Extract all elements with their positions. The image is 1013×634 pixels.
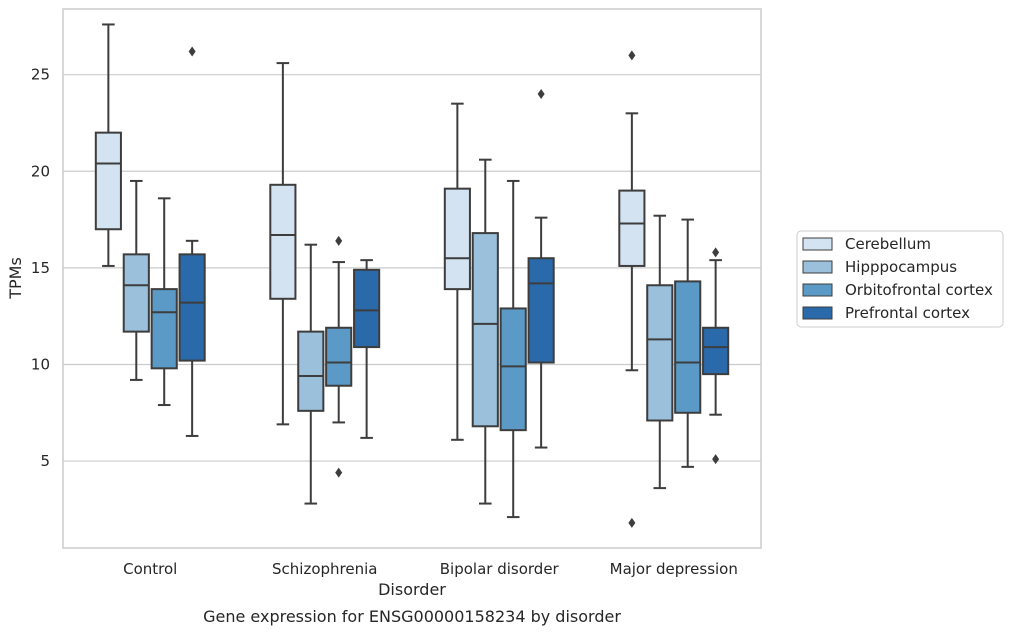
box-prefrontal-cortex	[178, 46, 206, 437]
y-tick-label: 15	[31, 259, 50, 277]
x-tick-label: Major depression	[610, 560, 738, 578]
outlier-point	[628, 517, 636, 528]
legend-label: Hipppocampus	[845, 258, 957, 276]
box-prefrontal-cortex	[527, 89, 555, 449]
y-tick-label: 25	[31, 66, 50, 84]
iqr-box	[150, 288, 178, 370]
x-tick-label: Schizophrenia	[272, 560, 377, 578]
x-tick-label: Bipolar disorder	[440, 560, 560, 578]
iqr-box	[122, 253, 150, 333]
iqr-box	[297, 330, 325, 412]
legend-frame	[796, 230, 1004, 328]
legend-swatch	[802, 237, 833, 251]
box-prefrontal-cortex	[702, 247, 730, 465]
y-tick-label: 10	[31, 355, 50, 373]
iqr-box	[674, 280, 702, 414]
box-prefrontal-cortex	[353, 259, 381, 439]
plot-area	[62, 8, 762, 549]
iqr-box	[499, 307, 527, 432]
x-tick-label: Control	[123, 560, 177, 578]
iqr-box	[325, 326, 353, 387]
iqr-box	[527, 257, 555, 364]
outlier-point	[628, 50, 636, 61]
legend-swatch	[802, 306, 833, 320]
iqr-box	[178, 253, 206, 362]
iqr-box	[443, 187, 471, 291]
y-axis-label: TPMs	[6, 257, 25, 300]
box-orbitofrontal-cortex	[150, 197, 178, 407]
iqr-box	[94, 131, 122, 231]
iqr-box	[702, 326, 730, 376]
box-hipppocampus	[646, 214, 674, 490]
box-cerebellum	[269, 62, 297, 426]
boxes-group	[94, 23, 730, 528]
box-hipppocampus	[297, 243, 325, 505]
iqr-box	[269, 183, 297, 300]
iqr-box	[646, 284, 674, 422]
outlier-point	[188, 46, 196, 57]
box-orbitofrontal-cortex	[325, 235, 353, 478]
box-cerebellum	[94, 23, 122, 267]
legend-label: Prefrontal cortex	[845, 304, 970, 322]
box-cerebellum	[618, 50, 646, 528]
outlier-point	[335, 467, 343, 478]
legend-label: Cerebellum	[845, 235, 931, 253]
box-hipppocampus	[471, 158, 499, 505]
legend-swatch	[802, 260, 833, 274]
outlier-point	[537, 89, 545, 100]
box-cerebellum	[443, 102, 471, 441]
iqr-box	[471, 232, 499, 428]
y-tick-label: 5	[40, 452, 50, 470]
outlier-point	[712, 454, 720, 465]
chart-caption: Gene expression for ENSG00000158234 by d…	[203, 607, 621, 626]
legend-swatch	[802, 283, 833, 297]
legend: Cerebellum Hipppocampus Orbitofrontal cort…	[796, 230, 1004, 328]
outlier-point	[712, 247, 720, 258]
box-orbitofrontal-cortex	[674, 218, 702, 468]
legend-label: Orbitofrontal cortex	[845, 281, 993, 299]
x-tick-labels: Control Schizophrenia Bipolar disorder Majo…	[123, 560, 738, 578]
y-tick-labels: 5 10 15 20 25	[31, 66, 50, 470]
y-tick-label: 20	[31, 162, 50, 180]
iqr-box	[618, 189, 646, 267]
iqr-box	[353, 268, 381, 349]
x-axis-label: Disorder	[378, 580, 446, 599]
box-hipppocampus	[122, 179, 150, 381]
outlier-point	[335, 235, 343, 246]
box-orbitofrontal-cortex	[499, 179, 527, 519]
